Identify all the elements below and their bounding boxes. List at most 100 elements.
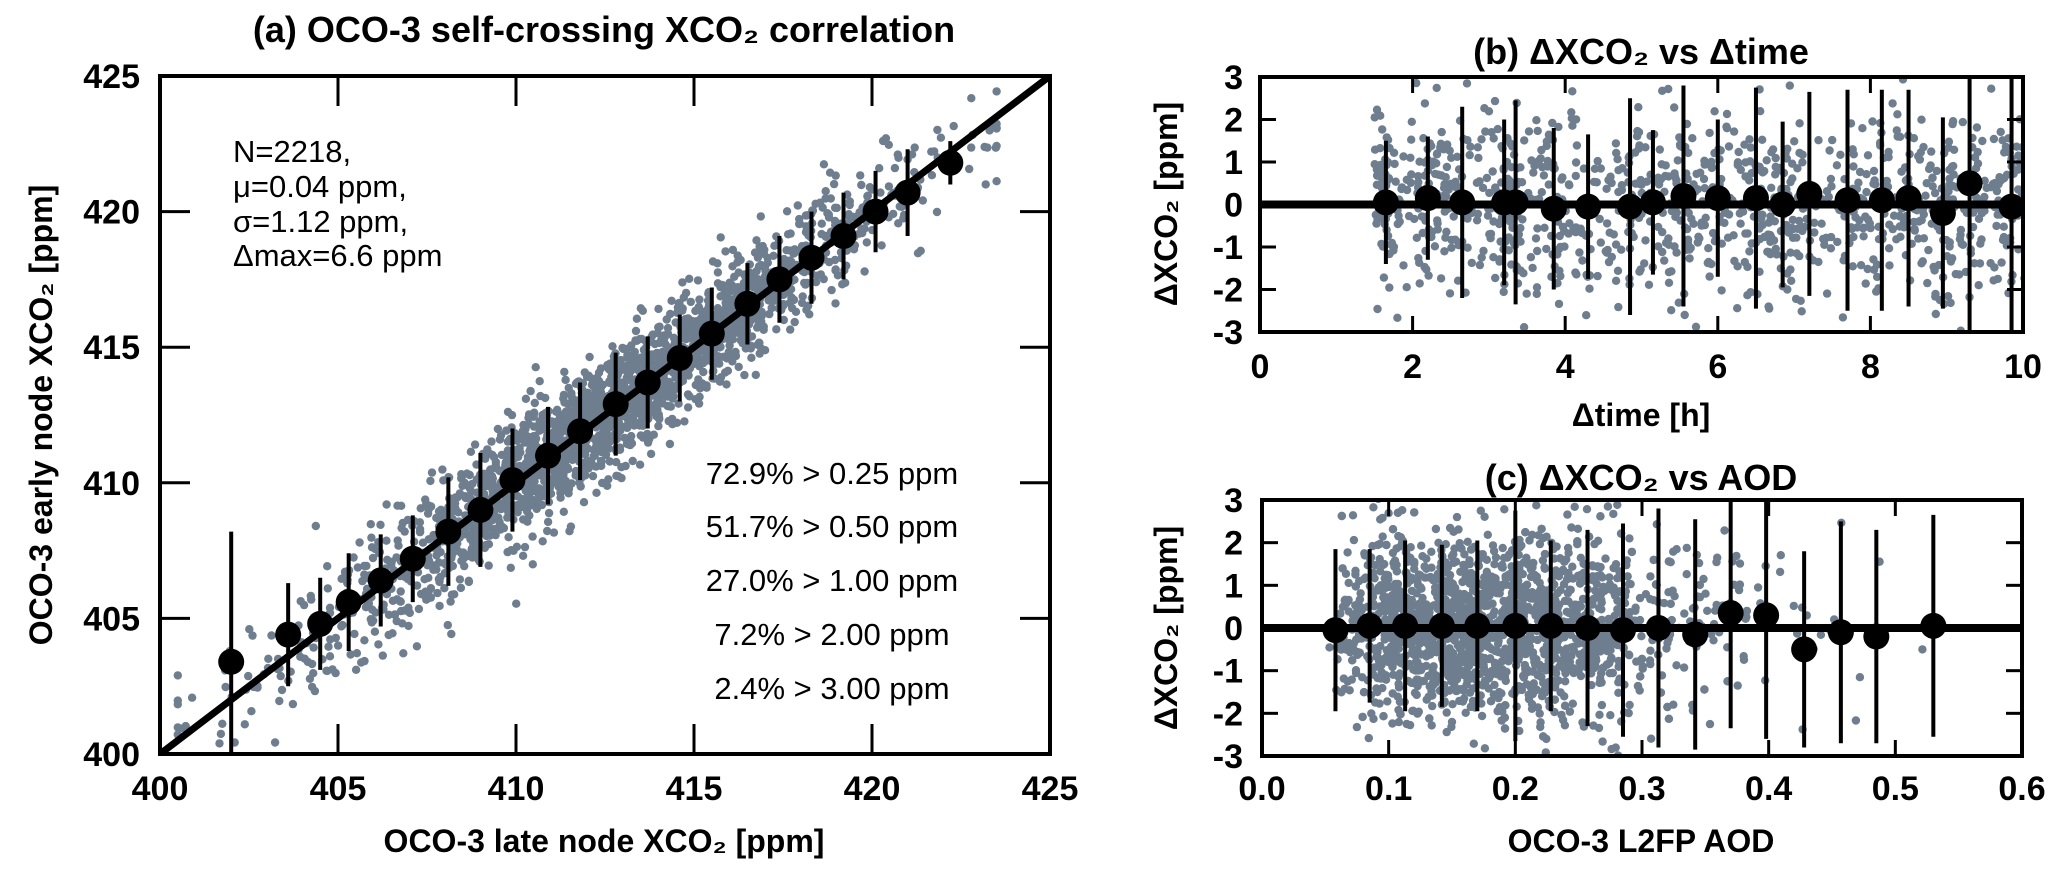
scatter-point — [468, 520, 477, 529]
scatter-point — [1613, 500, 1622, 509]
scatter-point — [325, 652, 335, 661]
scatter-point — [617, 463, 626, 472]
scatter-point — [1489, 253, 1498, 262]
scatter-point — [1463, 136, 1472, 145]
scatter-point — [1826, 244, 1836, 253]
scatter-point — [589, 381, 598, 391]
scatter-point — [627, 419, 636, 428]
scatter-point — [360, 561, 369, 571]
scatter-point — [670, 339, 679, 348]
scatter-point — [337, 622, 346, 631]
scatter-point — [1532, 116, 1541, 125]
scatter-point — [1958, 117, 1968, 127]
scatter-point — [1467, 258, 1477, 268]
scatter-point — [1838, 313, 1848, 322]
scatter-point — [754, 279, 764, 288]
scatter-point — [1793, 224, 1802, 233]
scatter-point — [521, 394, 531, 403]
scatter-point — [1399, 261, 1408, 270]
scatter-point — [936, 133, 946, 142]
scatter-point — [1490, 96, 1500, 106]
scatter-point — [1378, 125, 1387, 134]
scatter-point — [1943, 292, 1953, 301]
stats-line: Δmax=6.6 ppm — [233, 238, 442, 273]
scatter-point — [1456, 567, 1465, 576]
scatter-point — [1560, 242, 1569, 251]
scatter-point — [457, 556, 466, 566]
scatter-point — [877, 241, 886, 250]
plot-area — [160, 76, 1050, 783]
scatter-point — [661, 377, 670, 386]
scatter-point — [1476, 506, 1486, 515]
scatter-point — [1740, 257, 1750, 267]
scatter-point — [685, 274, 694, 283]
y-tick-label: 3 — [1224, 59, 1243, 97]
scatter-point — [627, 431, 636, 441]
scatter-point — [461, 525, 470, 535]
scatter-point — [191, 775, 199, 783]
scatter-point — [1914, 234, 1923, 243]
scatter-point — [1695, 234, 1704, 243]
scatter-point — [1720, 208, 1729, 217]
scatter-point — [393, 536, 402, 545]
scatter-point — [288, 699, 298, 709]
scatter-point — [1769, 236, 1779, 245]
scatter-point — [1589, 177, 1599, 187]
scatter-point — [767, 303, 776, 313]
scatter-point — [583, 388, 593, 397]
scatter-point — [550, 471, 559, 481]
scatter-point — [691, 306, 700, 316]
scatter-point — [353, 563, 362, 572]
scatter-point — [1370, 113, 1379, 122]
scatter-point — [443, 620, 452, 630]
scatter-point — [1554, 122, 1563, 132]
scatter-point — [528, 498, 537, 508]
scatter-point — [438, 465, 447, 474]
scatter-point — [1570, 502, 1579, 511]
scatter-point — [1863, 151, 1873, 160]
scatter-point — [464, 576, 473, 585]
scatter-point — [724, 286, 733, 295]
scatter-point — [1605, 573, 1614, 582]
scatter-point — [1432, 83, 1441, 93]
scatter-point — [734, 362, 743, 372]
scatter-point — [1657, 160, 1666, 169]
scatter-point — [623, 368, 632, 377]
scatter-point — [1573, 524, 1583, 533]
scatter-point — [1612, 760, 1620, 768]
scatter-point — [1339, 674, 1349, 683]
scatter-point — [1473, 143, 1483, 152]
scatter-point — [1618, 164, 1627, 173]
scatter-point — [1895, 222, 1905, 231]
scatter-point — [1373, 687, 1382, 697]
scatter-point — [1861, 279, 1870, 288]
scatter-point — [1565, 219, 1574, 228]
scatter-point — [1499, 287, 1508, 297]
scatter-point — [397, 523, 406, 533]
scatter-point — [876, 188, 885, 197]
scatter-point — [400, 572, 409, 581]
scatter-point — [1474, 153, 1483, 163]
scatter-point — [412, 642, 422, 651]
binned-mean-point — [1540, 195, 1567, 222]
stats-line: σ=1.12 ppm, — [233, 204, 408, 239]
scatter-point — [617, 473, 626, 483]
scatter-point — [1848, 145, 1857, 154]
scatter-point — [1558, 173, 1567, 182]
scatter-point — [1498, 543, 1507, 553]
scatter-point — [1810, 228, 1819, 237]
scatter-point — [649, 430, 658, 439]
scatter-point — [1578, 718, 1587, 727]
scatter-point — [1923, 366, 1931, 374]
scatter-point — [1402, 283, 1411, 292]
scatter-point — [535, 377, 544, 386]
scatter-point — [1882, 180, 1891, 189]
binned-mean-point — [218, 648, 245, 675]
scatter-point — [564, 454, 573, 463]
scatter-point — [855, 208, 864, 217]
scatter-point — [1548, 118, 1557, 128]
scatter-point — [1617, 181, 1627, 190]
scatter-point — [323, 562, 332, 571]
scatter-point — [1516, 163, 1525, 172]
scatter-point — [798, 292, 807, 301]
